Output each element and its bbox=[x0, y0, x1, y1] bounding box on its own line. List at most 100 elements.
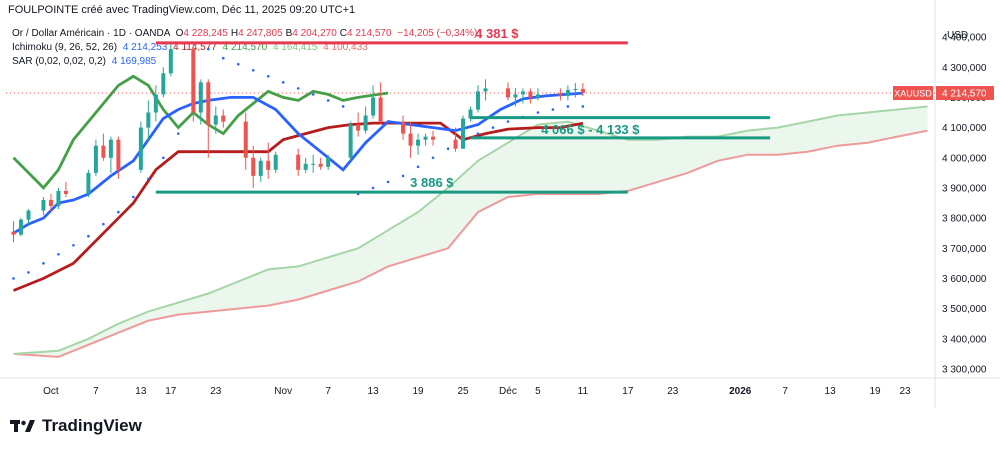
candle-body bbox=[475, 91, 480, 110]
ohlc-B: B4 204,270 bbox=[286, 28, 337, 39]
x-tick-label: 23 bbox=[899, 386, 911, 397]
sar-dot bbox=[72, 243, 75, 247]
x-tick-label: Déc bbox=[499, 386, 517, 397]
candle bbox=[558, 88, 563, 101]
candle bbox=[303, 157, 308, 173]
tradingview-logo[interactable]: TradingView bbox=[10, 416, 142, 436]
sar-dot bbox=[236, 62, 240, 66]
candle bbox=[363, 106, 368, 134]
sar-dot bbox=[266, 75, 270, 78]
candle bbox=[483, 79, 488, 101]
sar-dot bbox=[147, 177, 150, 181]
ohlc-C: C4 214,570 bbox=[340, 28, 392, 39]
candle-body bbox=[93, 145, 98, 173]
candle-body bbox=[11, 231, 16, 235]
candle-body bbox=[86, 172, 91, 194]
candle bbox=[56, 187, 61, 210]
sar-legend[interactable]: SAR (0,02, 0,02, 0,2) 4 169,985 bbox=[12, 56, 156, 67]
price-badge-bg bbox=[936, 86, 994, 101]
ichimoku-label: Ichimoku (9, 26, 52, 26) bbox=[12, 42, 118, 53]
y-tick-label: 4 400,000 bbox=[942, 33, 987, 44]
candle bbox=[378, 82, 383, 125]
ichimoku-kijun-value: 4 114,577 bbox=[173, 42, 217, 53]
sar-dot bbox=[431, 156, 435, 160]
sar-dot bbox=[57, 253, 60, 256]
candle-body bbox=[153, 94, 158, 113]
ichimoku-chikou-value: 4 214,570 bbox=[222, 42, 268, 53]
candle-body bbox=[191, 49, 196, 113]
candle bbox=[11, 221, 16, 243]
sar-dot bbox=[491, 126, 495, 129]
sar-label: SAR (0,02, 0,02, 0,2) bbox=[12, 56, 106, 67]
ohlc-value: 4 204,270 bbox=[292, 28, 337, 39]
candle bbox=[505, 82, 510, 101]
y-tick-label: 3 500,000 bbox=[942, 304, 987, 315]
resistance-label: 4 381 $ bbox=[475, 26, 519, 41]
ichimoku-legend[interactable]: Ichimoku (9, 26, 52, 26) 4 214,253 4 114… bbox=[12, 42, 368, 53]
ohlc-key: B bbox=[285, 28, 293, 39]
sar-dot bbox=[416, 165, 420, 169]
ichimoku-span-a-line bbox=[13, 105, 928, 355]
ichimoku-span-b-line bbox=[13, 129, 928, 358]
currency-label: USD bbox=[947, 30, 969, 41]
candle-body bbox=[48, 200, 53, 207]
candle-body bbox=[251, 157, 256, 176]
x-tick-label: 7 bbox=[782, 386, 788, 397]
sar-dot bbox=[446, 147, 450, 151]
candle bbox=[528, 88, 533, 104]
candle-body bbox=[198, 82, 203, 113]
candle bbox=[348, 121, 353, 161]
sar-dot bbox=[311, 93, 315, 96]
sar-dot bbox=[27, 271, 30, 274]
price-chart[interactable]: 4 381 $ 4 066 $ - 4 133 $ 3 886 $ 3 300,000… bbox=[0, 0, 1000, 410]
price-badge: 4 214,570 bbox=[936, 86, 994, 101]
candle bbox=[116, 136, 121, 179]
x-tick-label: 17 bbox=[622, 386, 634, 397]
candle-body bbox=[303, 163, 308, 170]
candle bbox=[213, 106, 218, 134]
x-tick-label: 23 bbox=[667, 386, 679, 397]
candle bbox=[93, 139, 98, 176]
candle bbox=[408, 121, 413, 158]
candle bbox=[86, 169, 91, 197]
x-tick-label: 13 bbox=[368, 386, 380, 397]
tradingview-logo-icon bbox=[10, 420, 35, 432]
symbol-legend[interactable]: Or / Dollar Américain · 1D · OANDA O4 22… bbox=[12, 28, 477, 39]
x-tick-label: 2026 bbox=[729, 386, 752, 397]
candle bbox=[318, 157, 323, 170]
candle-body bbox=[408, 133, 413, 146]
candle-body bbox=[528, 91, 533, 98]
symbol-badge: XAUUSD bbox=[893, 86, 933, 101]
ohlc-H: H4 247,805 bbox=[231, 28, 283, 39]
x-tick-label: 17 bbox=[165, 386, 177, 397]
candle bbox=[296, 148, 301, 176]
x-tick-label: 7 bbox=[325, 386, 331, 397]
y-tick-label: 4 000,000 bbox=[942, 153, 987, 164]
candle-body bbox=[453, 139, 458, 149]
candle-body bbox=[318, 163, 323, 167]
change-value: −14,205 (−0,34%) bbox=[397, 28, 478, 39]
candle bbox=[580, 83, 585, 97]
candle bbox=[198, 79, 203, 125]
y-tick-label: 3 600,000 bbox=[942, 274, 987, 285]
candle-body bbox=[41, 200, 46, 211]
ichimoku-cloud bbox=[13, 106, 928, 357]
candle-body bbox=[423, 136, 428, 140]
candle-body bbox=[206, 82, 211, 125]
candle-body bbox=[348, 124, 353, 158]
candle-body bbox=[416, 139, 421, 146]
x-tick-label: 23 bbox=[210, 386, 222, 397]
y-tick-label: 3 900,000 bbox=[942, 183, 987, 194]
chart-header: FOULPOINTE créé avec TradingView.com, Dé… bbox=[8, 4, 356, 16]
candle bbox=[221, 109, 226, 128]
candle-body bbox=[101, 145, 106, 158]
candle bbox=[168, 43, 173, 77]
ohlc-key: O bbox=[175, 28, 184, 39]
candle bbox=[468, 106, 473, 122]
sar-dot bbox=[326, 99, 330, 102]
sar-dot bbox=[341, 105, 345, 108]
sar-dot bbox=[566, 105, 570, 108]
x-tick-label: 13 bbox=[825, 386, 837, 397]
candle bbox=[565, 85, 570, 101]
sar-value: 4 169,985 bbox=[111, 56, 157, 67]
